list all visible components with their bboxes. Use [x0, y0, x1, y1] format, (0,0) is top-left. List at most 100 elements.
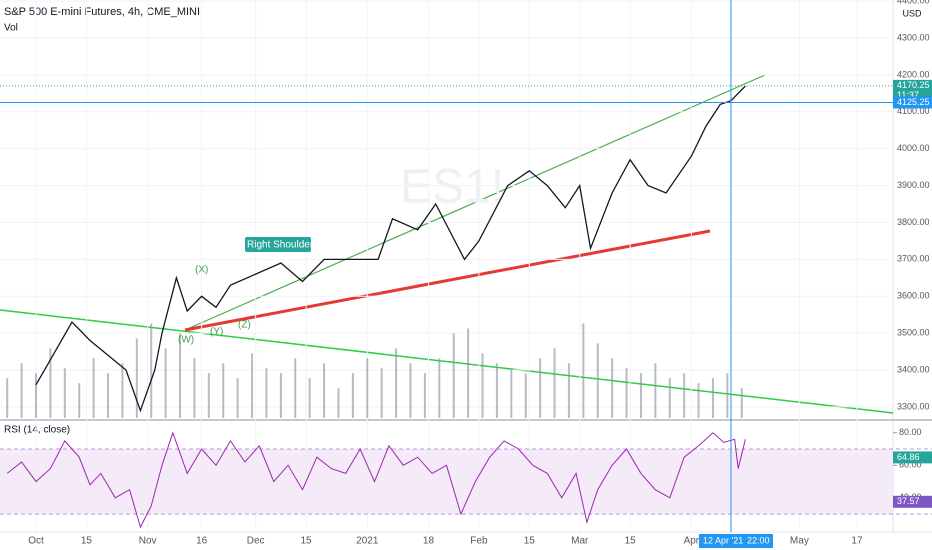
- volume-bar: [611, 358, 614, 418]
- volume-bar: [107, 373, 110, 418]
- volume-label: Vol: [4, 23, 18, 34]
- volume-bar: [121, 363, 124, 418]
- price-label: 4170.25: [897, 80, 930, 90]
- volume-bar: [639, 373, 642, 418]
- annotation-box: [245, 237, 311, 252]
- x-tick-label: 16: [196, 536, 208, 547]
- x-tick-label: 2021: [356, 536, 379, 547]
- volume-bar: [337, 388, 340, 418]
- y-tick-label: 4200.00: [897, 69, 930, 79]
- x-tick-label: May: [790, 536, 809, 547]
- volume-bar: [308, 378, 311, 418]
- volume-bar: [222, 363, 225, 418]
- volume-bar: [423, 373, 426, 418]
- rsi-value-box: [893, 451, 932, 464]
- volume-bar: [35, 373, 38, 418]
- price-label: 4125.25: [897, 97, 930, 107]
- channel-line: [184, 74, 766, 331]
- volume-bar: [553, 348, 556, 418]
- x-tick-label: 18: [423, 536, 435, 547]
- x-tick-label: 15: [81, 536, 93, 547]
- trend-line: [0, 309, 894, 414]
- x-tick-label: 15: [524, 536, 536, 547]
- volume-bar: [740, 388, 743, 418]
- x-tick-label: Feb: [470, 536, 488, 547]
- x-tick-label: Mar: [571, 536, 589, 547]
- x-tick-label: Dec: [247, 536, 265, 547]
- volume-bar: [438, 358, 441, 418]
- rsi-band: [0, 449, 893, 515]
- volume-bar: [294, 358, 297, 418]
- y-tick-label: 3600.00: [897, 291, 930, 301]
- volume-bar: [279, 373, 282, 418]
- volume-bar: [380, 368, 383, 418]
- annotation: (Y): [210, 327, 223, 338]
- y-tick-label: 3800.00: [897, 217, 930, 227]
- watermark: ES1!: [400, 161, 504, 214]
- chart-title: S&P 500 E-mini Futures, 4h, CME_MINI: [4, 6, 200, 18]
- volume-bar: [150, 323, 153, 418]
- y-tick-label: 3500.00: [897, 328, 930, 338]
- rsi-tick-label: 60.00: [899, 460, 922, 470]
- volume-bar: [524, 373, 527, 418]
- crosshair-time: 22:00: [747, 535, 770, 545]
- annotation: (W): [178, 335, 194, 346]
- volume-bar: [323, 363, 326, 418]
- y-tick-label: 3900.00: [897, 180, 930, 190]
- volume-bar: [409, 363, 412, 418]
- x-tick-label: 15: [625, 536, 637, 547]
- rsi-title: RSI (14, close): [4, 425, 70, 436]
- volume-bar: [236, 378, 239, 418]
- volume-bar: [567, 363, 570, 418]
- volume-bar: [582, 323, 585, 418]
- volume-bar: [135, 338, 138, 418]
- volume-bar: [49, 348, 52, 418]
- volume-bar: [179, 333, 182, 418]
- rsi-value-label: 37.57: [897, 496, 920, 506]
- volume-bar: [265, 368, 268, 418]
- volume-bar: [452, 333, 455, 418]
- countdown: 11:37: [897, 90, 919, 100]
- volume-bar: [351, 373, 354, 418]
- price-label-box: [893, 96, 932, 109]
- crosshair-date: 12 Apr '21: [703, 535, 743, 545]
- volume-bar: [711, 378, 714, 418]
- volume-bar: [78, 383, 81, 418]
- rsi-value-box: [893, 495, 932, 508]
- volume-bar: [193, 358, 196, 418]
- y-tick-label: 3400.00: [897, 364, 930, 374]
- volume-bar: [596, 343, 599, 418]
- x-tick-label: 17: [851, 536, 863, 547]
- volume-bar: [20, 363, 23, 418]
- annotation: Right Shoulder: [247, 240, 314, 251]
- support-line: [184, 229, 711, 332]
- volume-bar: [92, 358, 95, 418]
- price-label-box: [893, 79, 932, 102]
- volume-bar: [654, 363, 657, 418]
- volume-bar: [164, 348, 167, 418]
- y-tick-label: 4000.00: [897, 143, 930, 153]
- annotation: (X): [195, 265, 208, 276]
- currency: USD: [902, 8, 922, 18]
- volume-bar: [539, 358, 542, 418]
- rsi-tick-label: 80.00: [899, 427, 922, 437]
- volume-bar: [683, 373, 686, 418]
- volume-bar: [251, 353, 254, 418]
- volume-bar: [697, 383, 700, 418]
- x-tick-label: Nov: [139, 536, 157, 547]
- volume-bar: [366, 358, 369, 418]
- y-tick-label: 4400.00: [897, 0, 930, 5]
- y-tick-label: 4300.00: [897, 32, 930, 42]
- volume-bar: [495, 363, 498, 418]
- volume-bar: [467, 328, 470, 418]
- annotation: (Z): [238, 320, 251, 331]
- y-tick-label: 3300.00: [897, 401, 930, 411]
- volume-bar: [625, 368, 628, 418]
- x-tick-label: Apr: [684, 536, 700, 547]
- rsi-value-label: 64.86: [897, 452, 920, 462]
- x-tick-label: 15: [301, 536, 313, 547]
- y-tick-label: 3700.00: [897, 254, 930, 264]
- volume-bar: [63, 368, 66, 418]
- rsi-line: [6, 431, 746, 529]
